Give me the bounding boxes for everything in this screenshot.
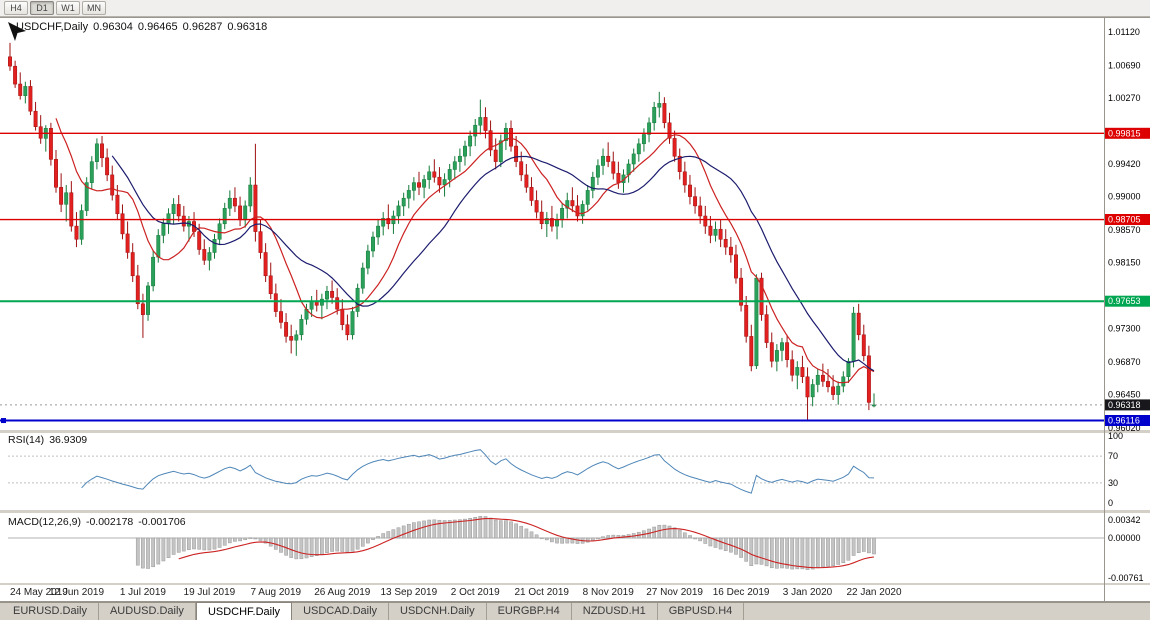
svg-text:16 Dec 2019: 16 Dec 2019	[713, 587, 770, 598]
svg-text:0: 0	[1108, 498, 1113, 508]
moving-averages-layer	[55, 118, 875, 384]
high-value: 0.96465	[137, 21, 178, 33]
svg-text:0.97300: 0.97300	[1108, 324, 1141, 334]
rsi-label: RSI(14) 36.9309	[8, 434, 92, 446]
svg-text:0.96318: 0.96318	[1108, 400, 1141, 410]
low-value: 0.96287	[182, 21, 223, 33]
svg-text:1.01120: 1.01120	[1108, 27, 1140, 37]
macd-signal-value: -0.001706	[138, 516, 186, 528]
macd-name: MACD(12,26,9)	[8, 516, 81, 528]
tab-usdchf-daily[interactable]: USDCHF.Daily	[195, 602, 293, 620]
svg-text:100: 100	[1108, 431, 1123, 441]
svg-text:26 Aug 2019: 26 Aug 2019	[314, 587, 371, 598]
svg-text:27 Nov 2019: 27 Nov 2019	[646, 587, 703, 598]
price-arrow-icon	[8, 22, 26, 41]
macd-main-value: -0.002178	[85, 516, 134, 528]
svg-text:70: 70	[1108, 451, 1118, 461]
svg-text:0.98570: 0.98570	[1108, 225, 1141, 235]
svg-text:0.99000: 0.99000	[1108, 192, 1141, 202]
symbol-label: USDCHF,Daily	[16, 21, 89, 33]
rsi-panel-layer: 100 70 30 0	[8, 431, 1123, 508]
svg-text:0.98705: 0.98705	[1108, 215, 1141, 225]
svg-text:0.96020: 0.96020	[1108, 423, 1141, 433]
svg-text:0.96116: 0.96116	[1108, 416, 1140, 426]
tab-eurusd-daily[interactable]: EURUSD.Daily	[2, 603, 99, 620]
svg-text:2 Oct 2019: 2 Oct 2019	[451, 587, 500, 598]
horizontal-levels-layer	[0, 132, 1104, 424]
timeframe-w1-button[interactable]: W1	[56, 1, 80, 15]
svg-text:3 Jan 2020: 3 Jan 2020	[783, 587, 833, 598]
svg-text:0.96450: 0.96450	[1108, 390, 1141, 400]
timeframe-d1-button[interactable]: D1	[30, 1, 54, 15]
svg-text:0.98150: 0.98150	[1108, 258, 1141, 268]
svg-text:21 Oct 2019: 21 Oct 2019	[514, 587, 569, 598]
tab-gbpusd-h4[interactable]: GBPUSD.H4	[658, 603, 745, 620]
open-value: 0.96304	[93, 21, 133, 33]
macd-label: MACD(12,26,9) -0.002178 -0.001706	[8, 516, 191, 528]
timeframe-toolbar: H4 D1 W1 MN	[0, 0, 1150, 17]
chart-tabbar: EURUSD.Daily AUDUSD.Daily USDCHF.Daily U…	[0, 602, 1150, 620]
svg-text:0.00000: 0.00000	[1108, 533, 1141, 543]
svg-text:0.99815: 0.99815	[1108, 128, 1141, 138]
chart-frame	[0, 17, 1150, 602]
svg-text:19 Jul 2019: 19 Jul 2019	[184, 587, 236, 598]
price-axis-badges: 0.99815 0.98705 0.97653 0.96116 0.96318	[1105, 127, 1150, 426]
svg-text:0.96870: 0.96870	[1108, 357, 1141, 367]
svg-text:30: 30	[1108, 478, 1118, 488]
close-value: 0.96318	[227, 21, 268, 33]
svg-text:8 Nov 2019: 8 Nov 2019	[583, 587, 635, 598]
svg-text:7 Aug 2019: 7 Aug 2019	[250, 587, 301, 598]
tab-usdcad-daily[interactable]: USDCAD.Daily	[292, 603, 390, 620]
timeframe-h4-button[interactable]: H4	[4, 1, 28, 15]
chart-title: USDCHF,Daily 0.96304 0.96465 0.96287 0.96318	[16, 21, 272, 33]
svg-text:24 May 2019: 24 May 2019	[10, 587, 68, 598]
tab-audusd-daily[interactable]: AUDUSD.Daily	[99, 603, 196, 620]
svg-text:-0.00761: -0.00761	[1108, 573, 1144, 583]
chart-canvas[interactable]: 1.01120 1.00690 1.00270 0.99420 0.99000 0.985…	[0, 0, 1150, 602]
rsi-name: RSI(14)	[8, 434, 45, 446]
svg-text:1.00690: 1.00690	[1108, 60, 1141, 70]
svg-text:0.99420: 0.99420	[1108, 159, 1141, 169]
candles-layer	[8, 42, 876, 420]
macd-panel-layer: 0.00342 0.00000 -0.00761	[8, 515, 1144, 583]
svg-text:1.00270: 1.00270	[1108, 93, 1141, 103]
svg-text:13 Sep 2019: 13 Sep 2019	[380, 587, 437, 598]
svg-text:0.97653: 0.97653	[1108, 296, 1141, 306]
timeframe-mn-button[interactable]: MN	[82, 1, 106, 15]
svg-text:22 Jan 2020: 22 Jan 2020	[846, 587, 901, 598]
tab-nzdusd-h1[interactable]: NZDUSD.H1	[572, 603, 658, 620]
svg-text:0.00342: 0.00342	[1108, 515, 1141, 525]
price-axis-labels: 1.01120 1.00690 1.00270 0.99420 0.99000 0.985…	[1108, 27, 1141, 433]
svg-text:12 Jun 2019: 12 Jun 2019	[49, 587, 104, 598]
rsi-value: 36.9309	[49, 434, 88, 446]
tab-usdcnh-daily[interactable]: USDCNH.Daily	[389, 603, 487, 620]
svg-text:1 Jul 2019: 1 Jul 2019	[120, 587, 167, 598]
tab-eurgbp-h4[interactable]: EURGBP.H4	[487, 603, 572, 620]
